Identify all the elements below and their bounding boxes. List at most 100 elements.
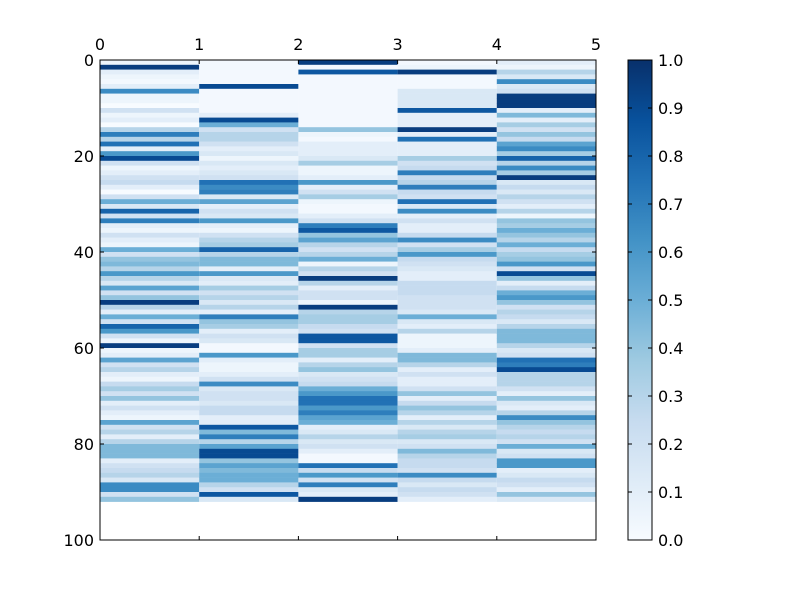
heatmap-cell	[397, 276, 497, 282]
heatmap-cell	[100, 180, 200, 186]
heatmap-cell	[397, 372, 497, 378]
heatmap-cell	[496, 309, 596, 315]
heatmap-cell	[298, 108, 398, 114]
colorbar-tick-label: 0.7	[658, 195, 683, 214]
heatmap-cell	[199, 208, 299, 214]
heatmap-cell	[199, 276, 299, 282]
y-tick-label: 40	[74, 243, 94, 262]
heatmap-cell	[397, 64, 497, 70]
heatmap-cell	[100, 261, 200, 267]
heatmap-cell	[298, 276, 398, 282]
heatmap-cell	[199, 482, 299, 488]
heatmap-cell	[100, 468, 200, 474]
heatmap-cell	[496, 237, 596, 243]
heatmap-cell	[100, 300, 200, 306]
heatmap-cell	[496, 141, 596, 147]
heatmap-cell	[298, 492, 398, 498]
heatmap-cell	[100, 79, 200, 85]
heatmap-cell	[100, 348, 200, 354]
heatmap-cell	[298, 444, 398, 450]
y-tick-label: 100	[63, 531, 94, 550]
heatmap-cell	[100, 170, 200, 176]
heatmap-cell	[199, 160, 299, 166]
heatmap-cell	[298, 261, 398, 267]
heatmap-cell	[496, 328, 596, 334]
heatmap-cell	[397, 314, 497, 320]
heatmap-cell	[397, 463, 497, 469]
heatmap-cell	[199, 69, 299, 75]
heatmap-cell	[298, 343, 398, 349]
heatmap-cell	[298, 122, 398, 128]
y-tick-label: 20	[74, 147, 94, 166]
heatmap-cell	[397, 290, 497, 296]
x-tick-label: 2	[293, 35, 303, 54]
y-axis: 0 20 40 60 80 100	[63, 51, 596, 550]
heatmap-cell	[100, 232, 200, 238]
heatmap-cell	[199, 410, 299, 416]
heatmap-cell	[397, 189, 497, 195]
heatmap-cell	[100, 84, 200, 90]
heatmap-cell	[100, 146, 200, 152]
heatmap-cell	[199, 103, 299, 109]
heatmap-cell	[199, 184, 299, 190]
heatmap-cell	[397, 285, 497, 291]
heatmap-cell	[496, 247, 596, 253]
heatmap-cell	[199, 79, 299, 85]
heatmap-cell	[100, 487, 200, 493]
heatmap-cell	[298, 372, 398, 378]
heatmap-cell	[199, 463, 299, 469]
heatmap-cell	[298, 381, 398, 387]
heatmap-cell	[100, 112, 200, 118]
heatmap-cell	[100, 324, 200, 330]
heatmap-cell	[199, 304, 299, 310]
heatmap-cell	[100, 199, 200, 205]
heatmap-cell	[298, 247, 398, 253]
heatmap-cell	[397, 127, 497, 133]
heatmap-cell	[298, 103, 398, 109]
heatmap-cell	[397, 146, 497, 152]
heatmap-cell	[298, 333, 398, 339]
heatmap-cell	[298, 232, 398, 238]
heatmap-cell	[199, 372, 299, 378]
heatmap-cell	[397, 165, 497, 171]
heatmap-cell	[199, 151, 299, 157]
heatmap-cell	[496, 108, 596, 114]
heatmap-cell	[100, 496, 200, 502]
heatmap-cell	[100, 314, 200, 320]
heatmap-cell	[298, 280, 398, 286]
heatmap-cell	[199, 60, 299, 66]
heatmap-cell	[397, 151, 497, 157]
heatmap-cell	[100, 362, 200, 368]
heatmap-cell	[199, 300, 299, 306]
heatmap-cell	[100, 434, 200, 440]
axes-frame	[99, 59, 597, 541]
y-tick-label: 0	[84, 51, 94, 70]
heatmap-cell	[397, 333, 497, 339]
heatmap-cell	[496, 496, 596, 502]
heatmap-cell	[199, 199, 299, 205]
heatmap-cell	[397, 424, 497, 430]
heatmap-cell	[199, 146, 299, 152]
heatmap-cell	[496, 175, 596, 181]
heatmap-cell	[496, 194, 596, 200]
heatmap-cell	[199, 487, 299, 493]
colorbar-tick-label: 0.2	[658, 435, 683, 454]
heatmap-cell	[496, 218, 596, 224]
heatmap-cell	[496, 424, 596, 430]
heatmap-cell	[100, 247, 200, 253]
heatmap-cell	[199, 295, 299, 301]
heatmap-cell	[298, 242, 398, 248]
heatmap-cell	[199, 127, 299, 133]
heatmap-cell	[298, 405, 398, 411]
colorbar-tick-label: 1.0	[658, 51, 683, 70]
heatmap-cell	[397, 117, 497, 123]
heatmap-cell	[100, 304, 200, 310]
heatmap-cell	[199, 88, 299, 94]
heatmap-cell	[496, 199, 596, 205]
heatmap-cell	[100, 309, 200, 315]
heatmap-cell	[397, 362, 497, 368]
heatmap-cell	[397, 98, 497, 104]
heatmap-cell	[397, 108, 497, 114]
heatmap-cell	[298, 69, 398, 75]
heatmap-cell	[496, 151, 596, 157]
